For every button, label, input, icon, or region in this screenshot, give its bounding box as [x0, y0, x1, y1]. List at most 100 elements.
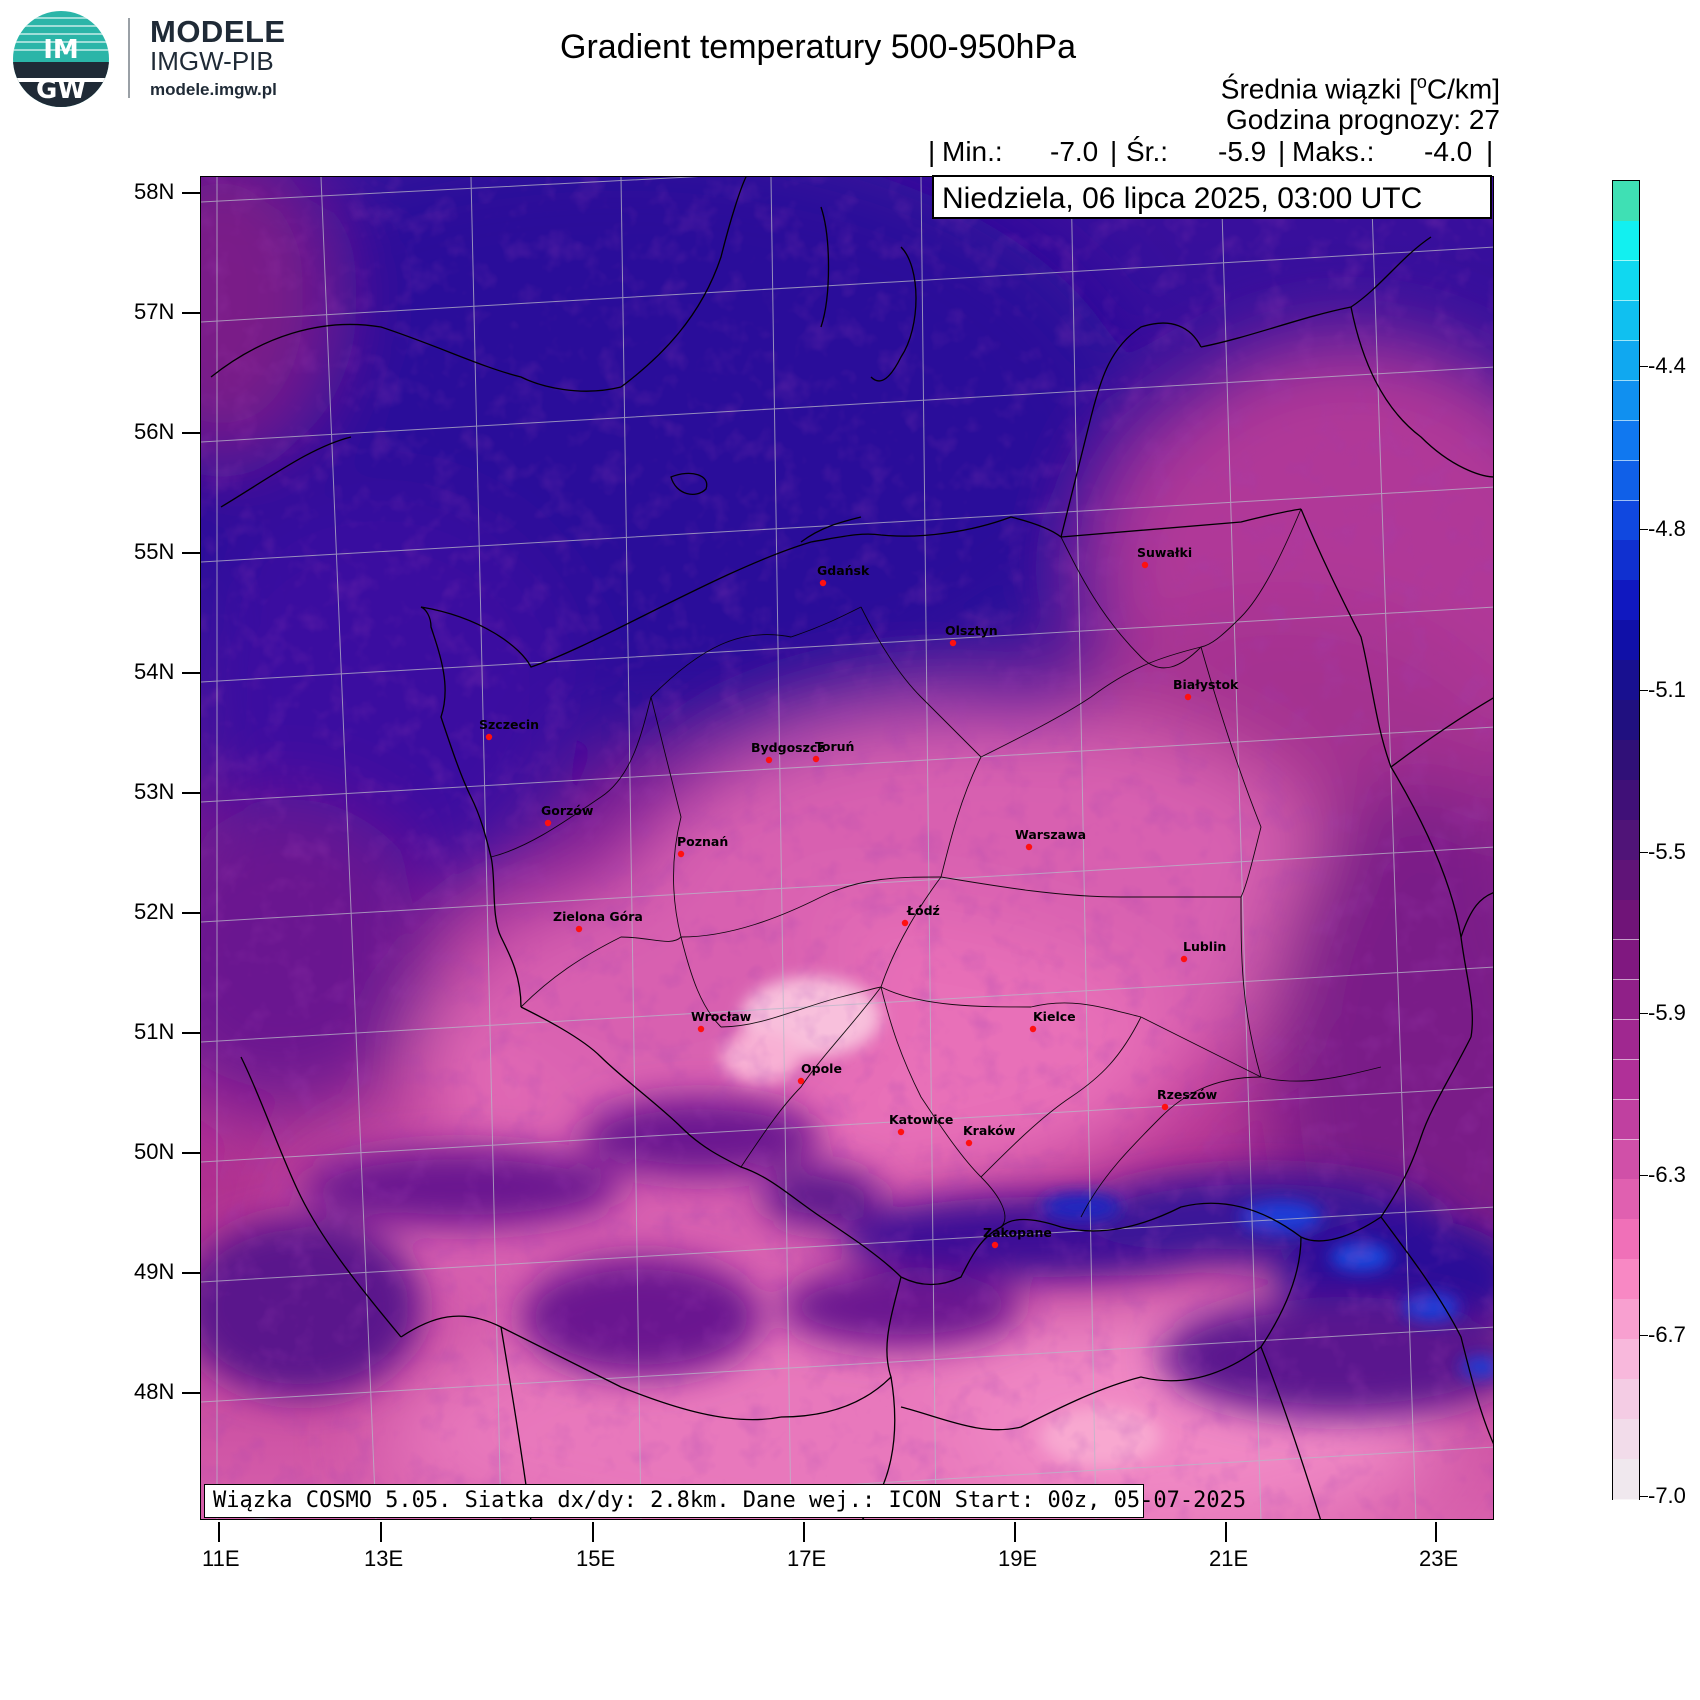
city-markers: Gdańsk Suwałki Olsztyn Białystok Szczecin Byd…	[479, 545, 1239, 1249]
city-label: Gdańsk	[817, 563, 870, 578]
svg-text:GW: GW	[36, 75, 86, 105]
lat-label: 56N	[134, 419, 175, 444]
lat-label: 57N	[134, 299, 175, 324]
city-dot	[901, 919, 909, 927]
lat-tick	[182, 792, 200, 794]
colorbar	[1612, 180, 1640, 1500]
lon-label: 21E	[1209, 1546, 1249, 1571]
colorbar-segment	[1613, 380, 1639, 422]
map-panel: Gdańsk Suwałki Olsztyn Białystok Szczecin Byd…	[200, 176, 1494, 1520]
forecast-hour: Godzina prognozy: 27	[1226, 104, 1500, 135]
lon-label: 11E	[202, 1546, 240, 1571]
city-dot	[1141, 561, 1149, 569]
colorbar-segment	[1613, 1379, 1639, 1420]
lat-label: 52N	[134, 899, 175, 924]
colorbar-segment	[1613, 220, 1639, 262]
lat-tick	[182, 552, 200, 554]
colorbar-segment	[1613, 260, 1639, 302]
city-label: Suwałki	[1137, 545, 1192, 560]
lat-label: 54N	[134, 659, 175, 684]
colorbar-segment	[1613, 181, 1639, 222]
city-dot	[1180, 955, 1188, 963]
colorbar-segment	[1613, 1419, 1639, 1460]
city-label: Lublin	[1183, 939, 1226, 954]
lat-tick	[182, 672, 200, 674]
colorbar-segment	[1613, 500, 1639, 542]
lon-tick	[1225, 1522, 1227, 1542]
city-label: Olsztyn	[945, 623, 998, 638]
lat-label: 50N	[134, 1139, 175, 1164]
colorbar-segment	[1613, 1299, 1639, 1340]
colorbar-label: -6.3	[1648, 1162, 1686, 1187]
colorbar-label: -5.1	[1648, 677, 1686, 702]
city-dot	[1161, 1103, 1169, 1111]
colorbar-segment	[1613, 820, 1639, 861]
city-dot	[485, 733, 493, 741]
lon-tick	[218, 1522, 220, 1542]
lat-tick	[182, 1272, 200, 1274]
city-label: Zakopane	[983, 1225, 1052, 1240]
lon-label: 19E	[998, 1546, 1038, 1571]
brand-url: modele.imgw.pl	[150, 80, 277, 99]
stat-max-value: -4.0	[1424, 136, 1473, 167]
colorbar-label: -5.9	[1648, 1000, 1686, 1025]
city-dot	[697, 1025, 705, 1033]
lat-tick	[182, 1152, 200, 1154]
colorbar-segment	[1613, 1259, 1639, 1300]
lon-tick	[1435, 1522, 1437, 1542]
city-label: Łódź	[906, 903, 940, 918]
lat-tick	[182, 912, 200, 914]
lat-tick	[182, 1392, 200, 1394]
lat-label: 58N	[134, 179, 175, 204]
city-dot	[575, 925, 583, 933]
lat-label: 55N	[134, 539, 175, 564]
lon-tick	[592, 1522, 594, 1542]
city-dot	[1025, 843, 1033, 851]
colorbar-tick	[1640, 852, 1648, 853]
colorbar-tick	[1640, 1013, 1648, 1014]
colorbar-segment	[1613, 1459, 1639, 1500]
lon-label: 15E	[576, 1546, 616, 1571]
temperature-gradient-map: Gdańsk Suwałki Olsztyn Białystok Szczecin Byd…	[201, 177, 1493, 1519]
logo-divider	[128, 18, 130, 98]
city-label: Poznań	[677, 834, 728, 849]
city-dot	[765, 756, 773, 764]
city-label: Białystok	[1173, 677, 1239, 692]
colorbar-segment	[1613, 620, 1639, 661]
colorbar-segment	[1613, 700, 1639, 741]
imgw-logo: IM GW	[13, 11, 109, 107]
model-info-box: Wiązka COSMO 5.05. Siatka dx/dy: 2.8km. …	[204, 1484, 1246, 1518]
city-dot	[544, 819, 552, 827]
colorbar-label: -4.8	[1648, 516, 1686, 541]
city-label: Kraków	[963, 1123, 1016, 1138]
colorbar-tick	[1640, 1175, 1648, 1176]
city-dot	[1184, 693, 1192, 701]
colorbar-segment	[1613, 1099, 1639, 1141]
colorbar-segment	[1613, 859, 1639, 901]
map-title: Gradient temperatury 500-950hPa	[560, 28, 1076, 66]
colorbar-tick	[1640, 1335, 1648, 1336]
valid-time-box: Niedziela, 06 lipca 2025, 03:00 UTC	[932, 175, 1492, 219]
colorbar-segment	[1613, 979, 1639, 1021]
city-label: Bydgoszcz	[751, 740, 825, 755]
colorbar-segment	[1613, 540, 1639, 581]
city-label: Katowice	[889, 1112, 953, 1127]
city-dot	[819, 579, 827, 587]
colorbar-segment	[1613, 1059, 1639, 1101]
city-label: Toruń	[815, 739, 854, 754]
colorbar-tick	[1640, 366, 1648, 367]
brand-subtitle: IMGW-PIB	[150, 46, 274, 76]
lat-label: 48N	[134, 1379, 175, 1404]
lon-tick	[803, 1522, 805, 1542]
city-dot	[965, 1139, 973, 1147]
colorbar-segment	[1613, 939, 1639, 981]
colorbar-segment	[1613, 1019, 1639, 1061]
colorbar-label: -7.0	[1648, 1483, 1686, 1508]
city-label: Rzeszów	[1157, 1087, 1218, 1102]
stat-min-value: -7.0	[1050, 136, 1099, 167]
city-dot	[1029, 1025, 1037, 1033]
map-subtitle: Średnia wiązki [oC/km]	[1220, 72, 1500, 105]
colorbar-tick	[1640, 690, 1648, 691]
lat-tick	[182, 312, 200, 314]
colorbar-segment	[1613, 460, 1639, 502]
